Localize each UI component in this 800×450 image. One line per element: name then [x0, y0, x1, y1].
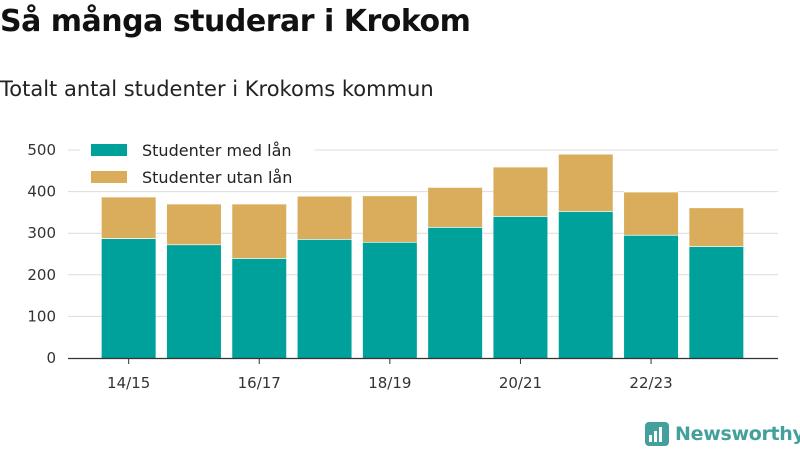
bar-segment-utan-lan — [232, 203, 287, 259]
legend-swatch — [91, 171, 127, 183]
y-tick-label: 400 — [27, 183, 56, 201]
bar-segment-utan-lan — [689, 207, 744, 247]
y-tick-label: 200 — [27, 266, 56, 284]
bar-segment-med-lan — [689, 246, 744, 358]
legend-label: Studenter utan lån — [142, 168, 292, 187]
bar-segment-med-lan — [558, 211, 613, 358]
y-tick-label: 0 — [46, 349, 56, 367]
bar-segment-med-lan — [428, 226, 483, 358]
y-tick-label: 500 — [27, 141, 56, 159]
bar-segment-utan-lan — [493, 166, 548, 217]
bar-segment-utan-lan — [101, 196, 156, 239]
bar-segment-utan-lan — [297, 195, 352, 240]
bar-segment-utan-lan — [166, 203, 221, 245]
bar-segment-utan-lan — [624, 191, 679, 235]
bars — [101, 152, 744, 358]
bar-segment-med-lan — [493, 216, 548, 358]
bar-segment-med-lan — [166, 244, 221, 358]
newsworthy-brand: Newsworthy — [645, 421, 800, 447]
y-axis-tick-labels: 0 100 200 300 400 500 — [27, 141, 56, 367]
brand-name: Newsworthy — [675, 423, 800, 445]
x-axis: 14/15 16/17 18/19 20/21 22/23 — [68, 357, 778, 392]
x-tick-label: 20/21 — [499, 374, 542, 392]
bar-segment-med-lan — [232, 258, 287, 358]
y-tick-label: 100 — [27, 307, 56, 325]
chart-title: Så många studerar i Krokom — [0, 4, 471, 39]
x-tick-label: 22/23 — [629, 374, 672, 392]
bar-segment-med-lan — [624, 234, 679, 358]
legend-label: Studenter med lån — [142, 141, 292, 160]
y-tick-label: 300 — [27, 224, 56, 242]
bar-segment-med-lan — [101, 238, 156, 358]
legend: Studenter med lån Studenter utan lån — [80, 137, 315, 191]
bar-segment-med-lan — [362, 241, 417, 358]
x-tick-label: 14/15 — [107, 374, 150, 392]
bar-segment-med-lan — [297, 239, 352, 358]
legend-swatch — [91, 144, 127, 156]
x-tick-label: 18/19 — [368, 374, 411, 392]
x-tick-label: 16/17 — [238, 374, 281, 392]
chart-subtitle: Totalt antal studenter i Krokoms kommun — [0, 77, 434, 101]
bar-segment-utan-lan — [362, 195, 417, 242]
bar-segment-utan-lan — [558, 153, 613, 212]
bar-segment-utan-lan — [428, 187, 483, 227]
bar-chart-logo-icon — [645, 422, 669, 446]
